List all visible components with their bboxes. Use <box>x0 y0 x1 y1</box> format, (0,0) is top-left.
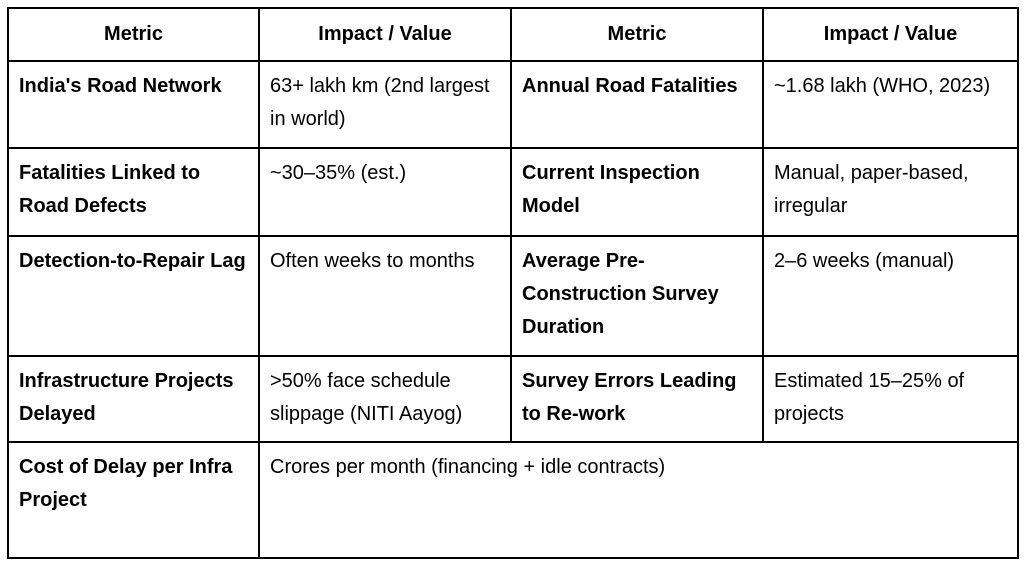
metric-cell: Current Inspection Model <box>510 147 764 237</box>
metrics-table: Metric Impact / Value Metric Impact / Va… <box>7 7 1019 559</box>
column-header-metric-right: Metric <box>510 7 764 62</box>
value-cell: ~1.68 lakh (WHO, 2023) <box>762 60 1019 149</box>
value-cell-spanning: Crores per month (financing + idle contr… <box>258 441 1019 559</box>
table-row: Detection-to-Repair Lag Often weeks to m… <box>7 235 1019 357</box>
table-row: Fatalities Linked to Road Defects ~30–35… <box>7 147 1019 237</box>
metric-cell: Fatalities Linked to Road Defects <box>7 147 260 237</box>
value-cell: Often weeks to months <box>258 235 512 357</box>
table-row: India's Road Network 63+ lakh km (2nd la… <box>7 60 1019 149</box>
metric-cell: Average Pre-Construction Survey Duration <box>510 235 764 357</box>
value-cell: 2–6 weeks (manual) <box>762 235 1019 357</box>
value-cell: >50% face schedule slippage (NITI Aayog) <box>258 355 512 443</box>
column-header-value-right: Impact / Value <box>762 7 1019 62</box>
value-cell: 63+ lakh km (2nd largest in world) <box>258 60 512 149</box>
value-cell: Estimated 15–25% of projects <box>762 355 1019 443</box>
header-row: Metric Impact / Value Metric Impact / Va… <box>7 7 1019 62</box>
metric-cell: Detection-to-Repair Lag <box>7 235 260 357</box>
metric-cell: Survey Errors Leading to Re-work <box>510 355 764 443</box>
metric-cell: India's Road Network <box>7 60 260 149</box>
value-cell: ~30–35% (est.) <box>258 147 512 237</box>
metric-cell: Infrastructure Projects Delayed <box>7 355 260 443</box>
metric-cell: Cost of Delay per Infra Project <box>7 441 260 559</box>
table-row: Infrastructure Projects Delayed >50% fac… <box>7 355 1019 443</box>
metric-cell: Annual Road Fatalities <box>510 60 764 149</box>
value-cell: Manual, paper-based, irregular <box>762 147 1019 237</box>
table-row: Cost of Delay per Infra Project Crores p… <box>7 441 1019 559</box>
column-header-metric-left: Metric <box>7 7 260 62</box>
column-header-value-left: Impact / Value <box>258 7 512 62</box>
